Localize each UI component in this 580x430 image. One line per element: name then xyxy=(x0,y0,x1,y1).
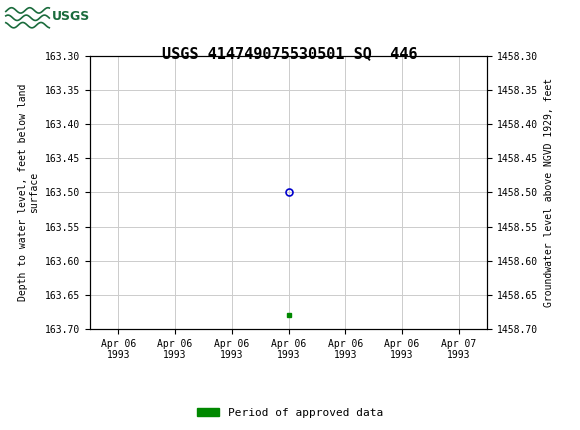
Legend: Period of approved data: Period of approved data xyxy=(193,403,387,422)
Y-axis label: Depth to water level, feet below land
surface: Depth to water level, feet below land su… xyxy=(18,84,39,301)
Y-axis label: Groundwater level above NGVD 1929, feet: Groundwater level above NGVD 1929, feet xyxy=(543,78,553,307)
Text: USGS 414749075530501 SQ  446: USGS 414749075530501 SQ 446 xyxy=(162,46,418,61)
Text: USGS: USGS xyxy=(52,10,90,23)
Bar xyxy=(6,3,81,31)
